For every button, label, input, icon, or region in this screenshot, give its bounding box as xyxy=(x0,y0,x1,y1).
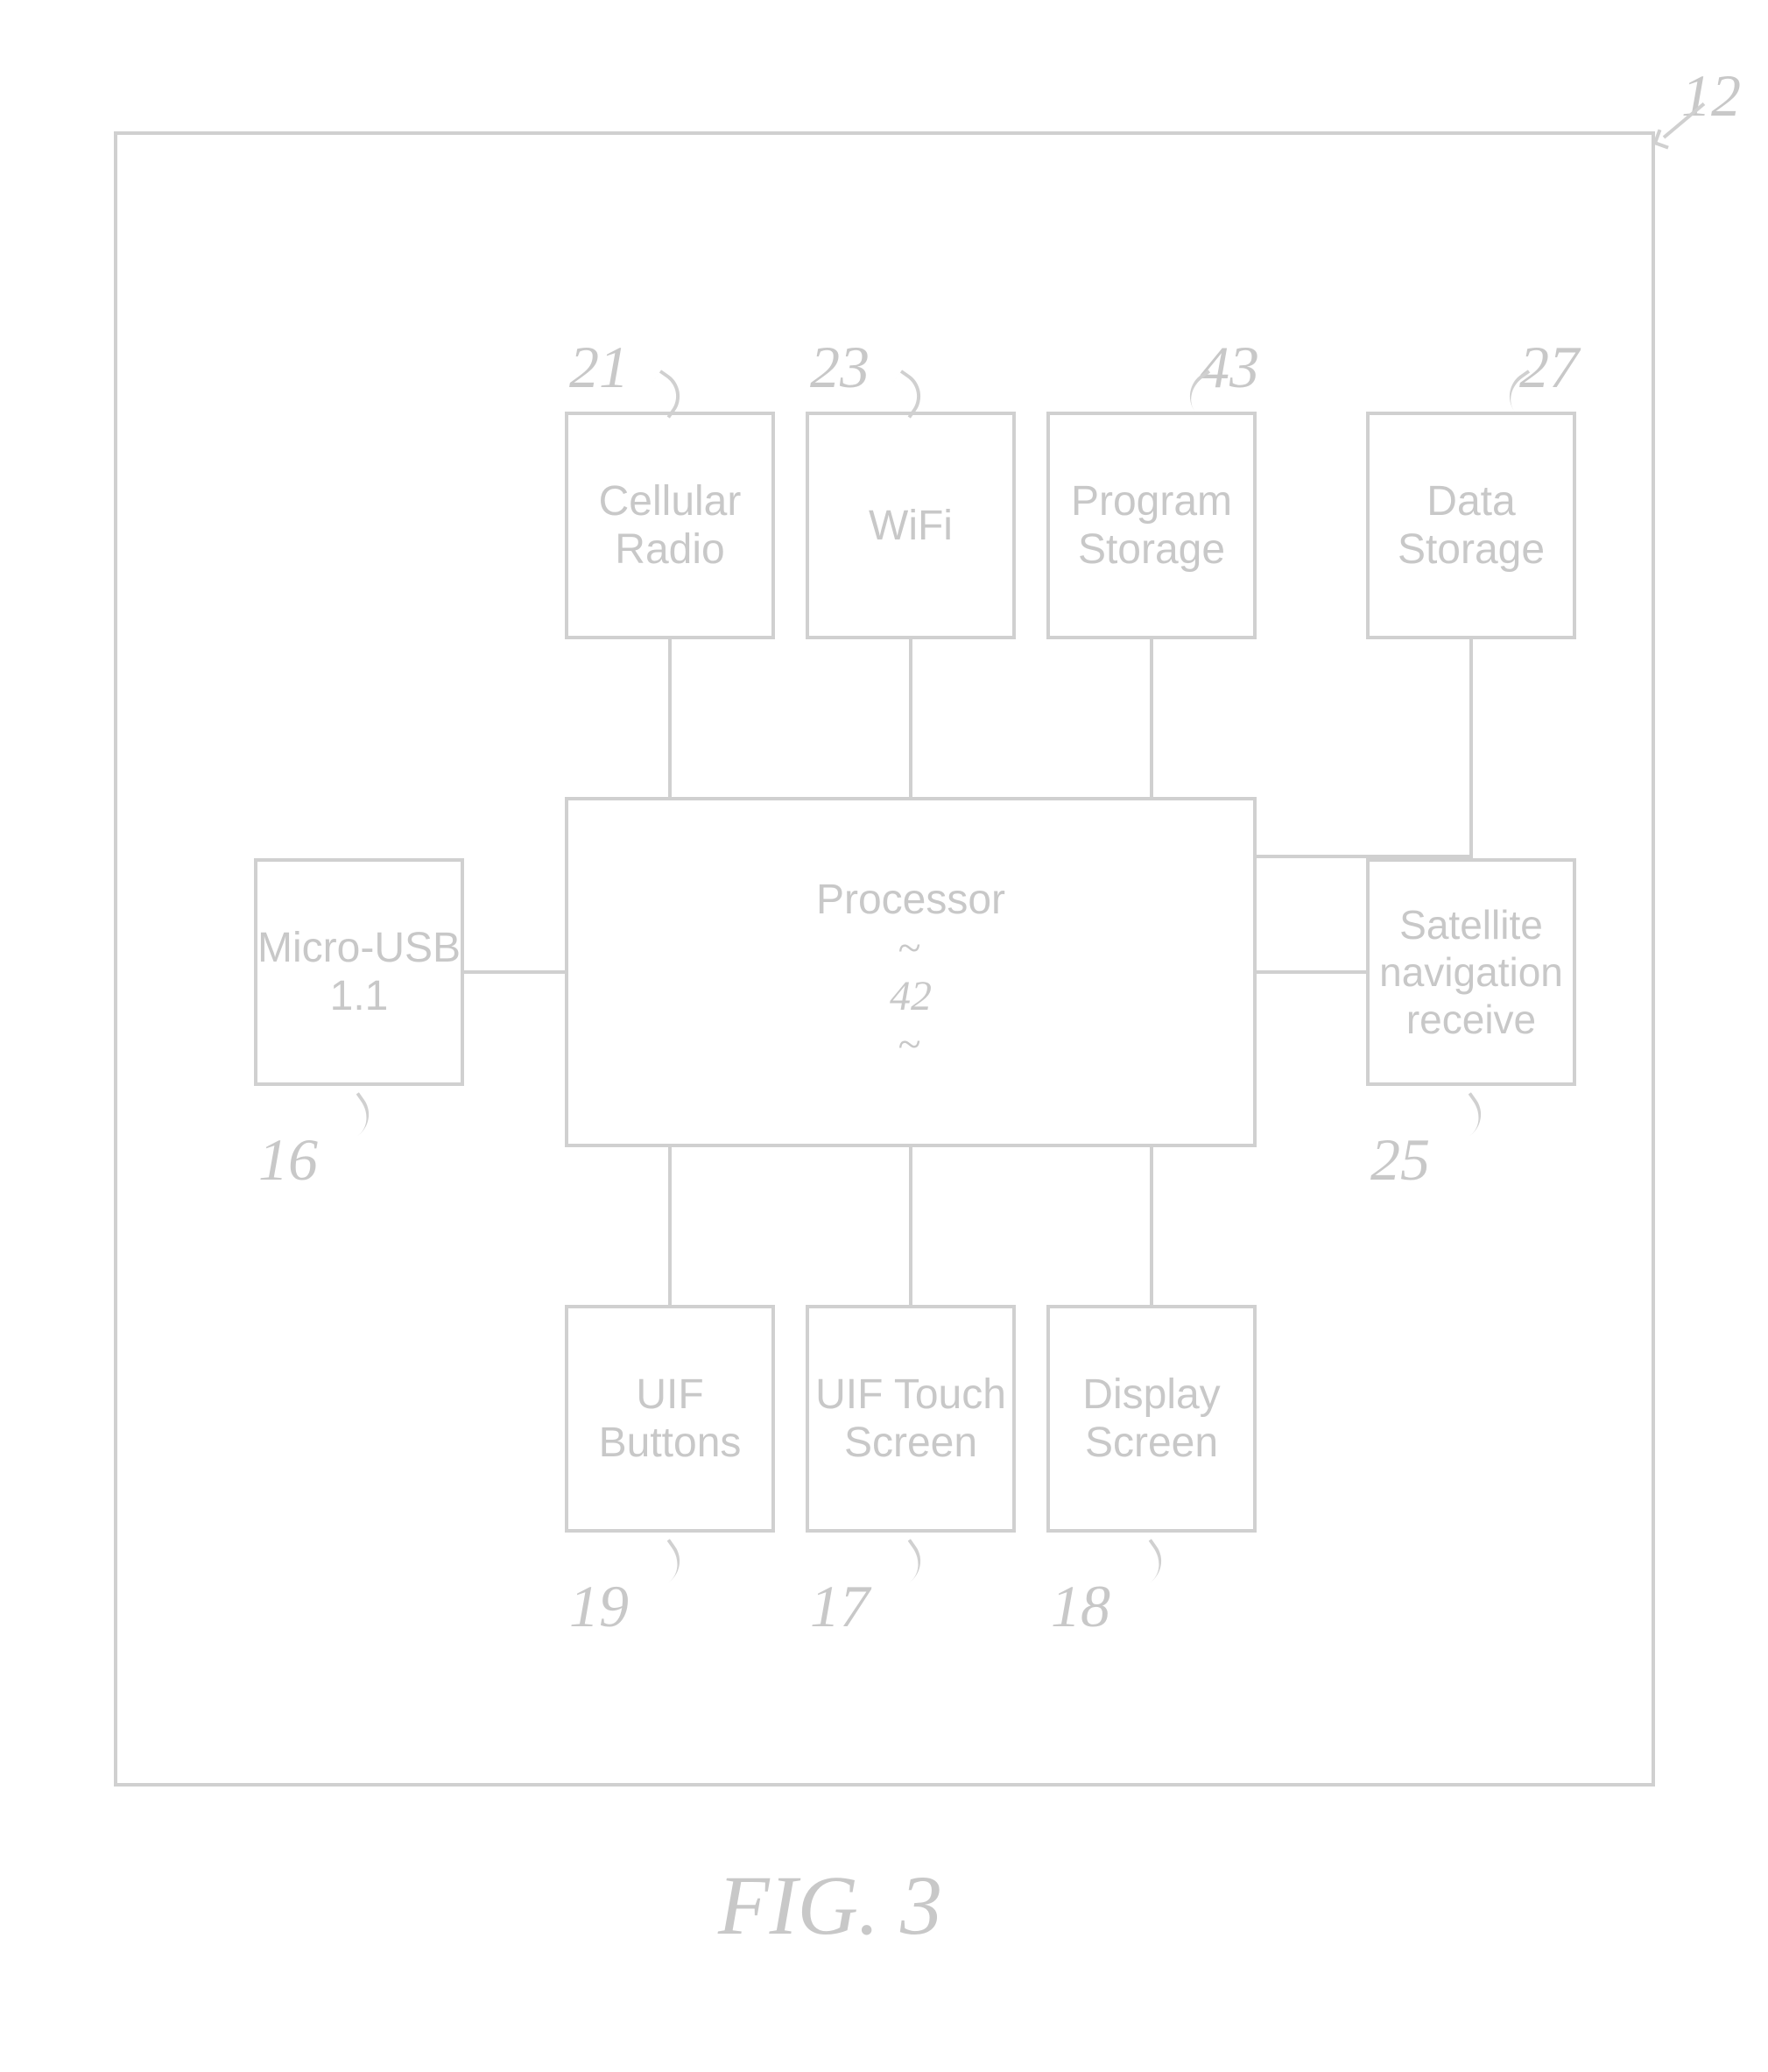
conn-microusb xyxy=(464,970,565,974)
conn-data-v xyxy=(1469,639,1473,858)
processor-number: ~42~ xyxy=(890,924,932,1068)
data-storage-block: Data Storage xyxy=(1366,412,1576,639)
satellite-nav-block: Satellite navigation receive xyxy=(1366,858,1576,1086)
program-storage-block: Program Storage xyxy=(1046,412,1257,639)
processor-label: Processor xyxy=(816,876,1005,924)
conn-uiftouch xyxy=(909,1147,912,1305)
ref-16: 16 xyxy=(258,1125,318,1195)
micro-usb-block: Micro-USB 1.1 xyxy=(254,858,464,1086)
conn-cellular xyxy=(668,639,672,797)
conn-satellite xyxy=(1257,970,1366,974)
ref-25: 25 xyxy=(1370,1125,1430,1195)
conn-data-h xyxy=(1257,855,1473,858)
ref-19: 19 xyxy=(569,1572,629,1641)
uif-buttons-block: UIF Buttons xyxy=(565,1305,775,1533)
conn-wifi xyxy=(909,639,912,797)
ref-21: 21 xyxy=(569,333,629,402)
conn-uifbtn xyxy=(668,1147,672,1305)
conn-program xyxy=(1150,639,1153,797)
ref-23: 23 xyxy=(810,333,870,402)
cellular-radio-block: Cellular Radio xyxy=(565,412,775,639)
outer-ref-label: 12 xyxy=(1681,61,1741,130)
uif-touch-block: UIF Touch Screen xyxy=(806,1305,1016,1533)
conn-display xyxy=(1150,1147,1153,1305)
ref-17: 17 xyxy=(810,1572,870,1641)
ref-18: 18 xyxy=(1051,1572,1110,1641)
processor-block: Processor ~42~ xyxy=(565,797,1257,1147)
figure-caption: FIG. 3 xyxy=(718,1857,942,1954)
display-screen-block: Display Screen xyxy=(1046,1305,1257,1533)
wifi-block: WiFi xyxy=(806,412,1016,639)
